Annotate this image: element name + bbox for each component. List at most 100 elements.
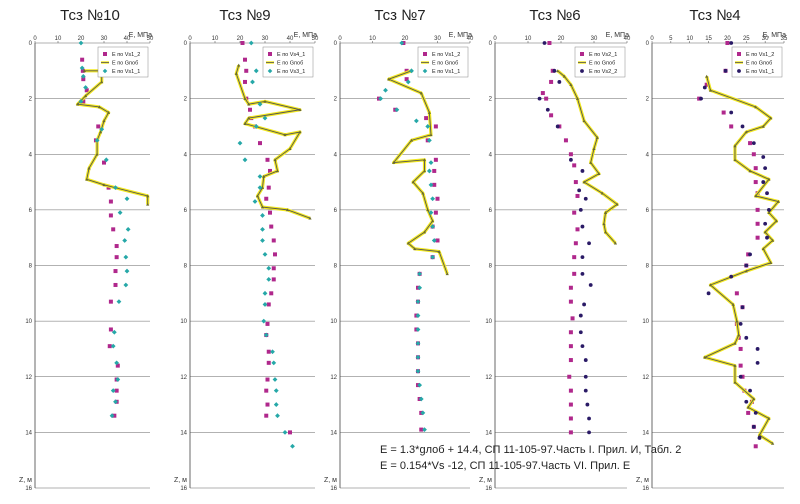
data-point (733, 144, 737, 148)
y-tick-label: 16 (642, 486, 649, 492)
data-point (404, 68, 409, 73)
data-point (545, 107, 550, 112)
data-point (111, 329, 117, 335)
data-point (260, 238, 265, 243)
series-line (703, 76, 780, 444)
data-point (757, 433, 762, 437)
data-point (265, 157, 270, 162)
series-3 (378, 40, 437, 432)
data-point (433, 157, 438, 162)
data-point (96, 124, 101, 129)
legend-label: E по Gпоб (432, 61, 458, 67)
legend-label: E по Vs1_2 (746, 52, 774, 58)
data-point (260, 213, 265, 218)
legend-label: E по Vs1_1 (432, 69, 460, 75)
data-point (404, 77, 409, 82)
data-point (87, 166, 91, 170)
series-1 (240, 41, 292, 435)
data-point (247, 116, 251, 120)
data-point (108, 299, 113, 304)
data-point (113, 269, 118, 274)
y-tick-label: 6 (29, 208, 33, 214)
data-point (288, 147, 292, 150)
data-point (417, 271, 423, 277)
data-point (580, 224, 585, 229)
legend-swatch (580, 52, 584, 56)
data-point (567, 374, 572, 379)
data-point (753, 166, 758, 171)
data-point (79, 65, 85, 71)
data-point (422, 230, 427, 234)
y-tick-label: 12 (180, 375, 187, 381)
data-point (580, 271, 585, 276)
data-point (729, 41, 734, 45)
data-point (266, 302, 271, 307)
data-point (80, 68, 85, 73)
data-point (240, 41, 245, 45)
formula-2: E = 0.154*Vs -12, СП 11-105-97.Часть VI.… (380, 460, 631, 472)
chart-title: Тсз №9 (219, 7, 270, 24)
y-tick-label: 2 (646, 97, 650, 103)
data-point (776, 199, 780, 203)
data-point (387, 77, 391, 81)
data-point (288, 430, 292, 435)
legend-label: E по Gпоб (112, 61, 138, 67)
data-point (597, 172, 601, 176)
data-point (415, 313, 421, 318)
data-point (419, 91, 423, 95)
data-point (751, 141, 756, 146)
data-point (557, 80, 562, 84)
series-line (387, 70, 448, 274)
data-point (572, 271, 577, 276)
data-point (108, 327, 113, 332)
data-point (568, 285, 573, 290)
legend-swatch (580, 69, 584, 73)
data-point (708, 283, 713, 287)
data-point (124, 196, 130, 202)
data-point (769, 261, 773, 265)
data-point (275, 413, 280, 419)
data-point (568, 358, 573, 363)
y-tick-label: 14 (485, 430, 492, 436)
series-3 (237, 40, 295, 449)
data-point (260, 205, 265, 209)
data-point (257, 101, 263, 107)
legend-label: E по Gпоб (589, 61, 615, 67)
data-point (427, 110, 431, 114)
data-point (740, 305, 745, 310)
x-tick-label: 0 (188, 36, 192, 42)
data-point (273, 252, 277, 257)
data-point (572, 255, 577, 260)
data-point (578, 207, 583, 212)
data-point (613, 241, 618, 245)
data-point (82, 69, 87, 73)
data-point (428, 182, 434, 188)
data-point (123, 282, 129, 288)
data-point (100, 80, 104, 84)
data-point (744, 399, 749, 404)
series-3 (78, 40, 131, 419)
x-tick-label: 10 (525, 36, 532, 42)
x-tick-label: 20 (78, 36, 85, 42)
y-axis-label: Z, м (324, 477, 337, 484)
data-point (250, 79, 255, 85)
data-point (261, 318, 267, 324)
x-tick-label: 40 (287, 36, 294, 42)
y-tick-label: 12 (642, 375, 649, 381)
data-point (275, 169, 280, 173)
data-point (265, 402, 270, 407)
data-point (417, 382, 423, 388)
data-point (573, 180, 578, 185)
x-tick-label: 0 (33, 36, 37, 42)
data-point (562, 74, 566, 78)
data-point (588, 283, 593, 287)
panel-1: Тсз №10 0 2 4 6 8 10 12 14 16 0 10 20 30 40 50E, МПа Z, … (19, 7, 154, 492)
legend-label: E по Vs4_1 (277, 52, 305, 58)
data-point (733, 380, 737, 384)
data-point (580, 344, 585, 349)
data-point (243, 57, 247, 62)
data-point (753, 180, 758, 185)
data-point (237, 63, 241, 67)
data-point (244, 68, 249, 73)
data-point (568, 402, 573, 407)
